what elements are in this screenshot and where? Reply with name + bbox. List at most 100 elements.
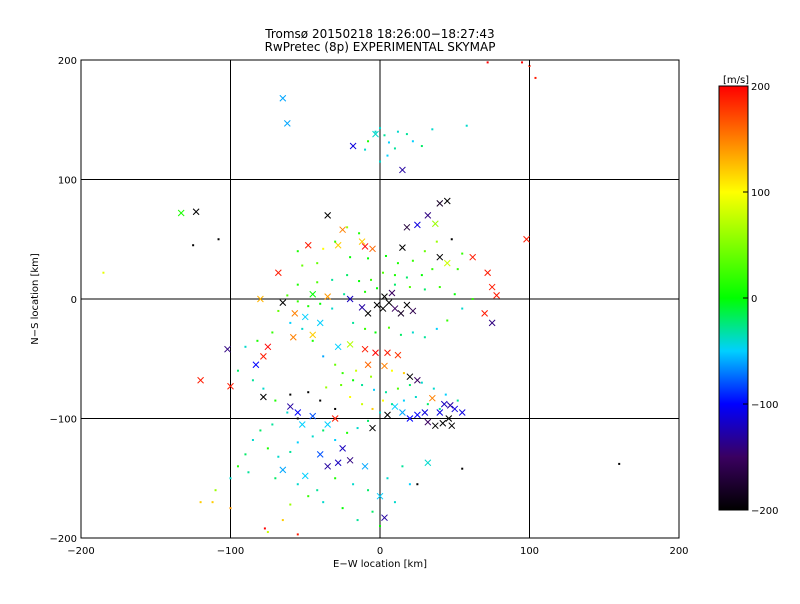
data-point-dot [393,274,396,277]
data-point-dot [435,240,438,243]
data-point-cross [324,293,332,300]
cross-stroke [436,409,444,416]
cross-stroke [469,253,477,261]
cross-stroke [523,235,530,243]
data-point-dot [277,455,280,458]
cross-stroke [334,343,342,351]
data-point-cross [493,292,500,299]
data-point-cross [424,459,432,467]
colorbar-tick-label: 0 [751,294,757,305]
data-point-dot [296,483,299,486]
data-point-cross [260,393,267,401]
data-point-cross [309,331,317,339]
data-point-dot [379,525,381,528]
data-point-dot [325,386,328,389]
data-point-dot [217,238,220,241]
data-point-cross [439,419,447,427]
data-point-dot [411,140,414,143]
data-point-cross [361,345,369,353]
data-point-cross [283,119,291,127]
cross-stroke [406,415,414,422]
data-point-cross [301,472,309,480]
data-point-cross [436,200,444,207]
data-point-cross [399,244,406,251]
colorbar-tick-label: 100 [751,188,770,199]
data-point-dot [420,381,423,384]
cross-stroke [358,238,366,245]
data-point-dot [266,447,269,450]
data-point-dot [411,331,414,334]
cross-stroke [488,319,496,327]
data-point-dot [296,250,299,253]
cross-stroke [443,259,451,267]
data-point-dot [346,431,349,434]
colorbar-unit-label: [m/s] [723,75,749,86]
data-point-dot [296,441,299,444]
cross-stroke [385,299,393,306]
data-point-cross [304,241,312,249]
data-point-dot [426,403,429,406]
cross-stroke [451,405,459,413]
cross-stroke [264,343,272,351]
cross-stroke [331,415,339,422]
data-point-cross [294,409,302,416]
cross-stroke [227,382,234,390]
data-point-dot [431,268,434,271]
data-point-dot [316,489,319,492]
cross-stroke [364,361,372,369]
data-point-cross [252,361,260,369]
data-point-cross [346,341,354,348]
data-point-dot [352,321,355,324]
data-point-cross [379,305,387,312]
cross-stroke [384,411,391,419]
cross-stroke [373,301,381,309]
data-point-dot [289,450,292,453]
data-point-cross [443,197,451,205]
y-tick-label: −200 [50,534,77,545]
colorbar-tick-label: −200 [751,506,778,517]
cross-stroke [301,472,309,480]
chart-title: Tromsø 20150218 18:26:00−18:27:43 [264,27,494,41]
data-point-dot [453,293,456,296]
cross-stroke [388,289,396,297]
data-point-dot [534,76,537,79]
data-point-dot [396,130,399,133]
data-point-dot [331,278,334,281]
data-point-cross [339,445,346,452]
data-point-dot [277,309,280,312]
data-point-cross [324,211,332,219]
data-point-cross [406,373,414,381]
data-point-dot [274,399,277,402]
data-point-dot [358,280,361,283]
data-point-cross [192,208,200,216]
data-point-cross [451,405,459,413]
cross-stroke [381,293,388,300]
data-point-dot [247,471,250,474]
data-point-dot [456,399,459,402]
data-point-dot [311,339,314,342]
cross-stroke [291,309,299,317]
cross-stroke [252,361,260,369]
data-point-dot [408,286,411,289]
data-point-dot [214,489,217,492]
data-point-cross [424,211,432,219]
cross-stroke [424,211,432,219]
data-point-dot [301,327,304,330]
data-point-dot [405,276,408,279]
data-point-cross [428,394,436,402]
data-point-dot [461,467,464,470]
cross-stroke [304,241,312,249]
cross-stroke [177,209,185,217]
data-point-cross [364,361,372,369]
data-point-dot [411,259,414,262]
cross-stroke [334,241,342,249]
cross-stroke [309,412,317,420]
data-point-cross [424,418,432,426]
data-point-dot [383,134,386,137]
data-point-cross [384,349,391,357]
cross-stroke [361,345,369,353]
data-point-cross [381,514,388,522]
data-point-dot [361,403,364,406]
cross-stroke [403,223,411,231]
cross-stroke [394,351,402,359]
